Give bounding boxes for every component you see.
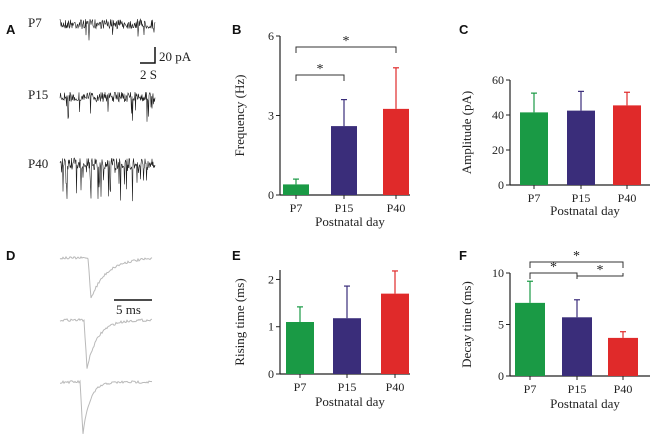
significance-star: * xyxy=(573,249,580,264)
panel-a: P7 P15 P40 20 pA 2 S xyxy=(28,15,192,202)
y-axis-title: Amplitude (pA) xyxy=(459,91,474,174)
x-tick-label-p15: P15 xyxy=(572,191,591,205)
bar-p40 xyxy=(381,293,409,374)
y-tick-label: 0 xyxy=(498,369,504,383)
y-tick-label: 5 xyxy=(498,318,504,332)
chart-rising-time: 0 1 2 P7 P15 P40 Rising time (ms) Postnatal day xyxy=(232,270,410,409)
bar-p40 xyxy=(383,108,409,195)
x-tick-label-p7: P7 xyxy=(290,201,303,215)
average-event-trace-p40 xyxy=(60,379,153,434)
x-tick-label-p7: P7 xyxy=(528,191,541,205)
bar-p40 xyxy=(608,337,638,376)
bar-p15 xyxy=(567,110,595,185)
panel-a-scale-y-label: 20 pA xyxy=(159,49,192,64)
panel-d: 5 ms xyxy=(59,255,153,434)
panel-letter-e: E xyxy=(232,248,241,263)
bar-p7 xyxy=(286,322,314,374)
trace-label-p7: P7 xyxy=(28,15,42,30)
current-trace-p40 xyxy=(59,157,156,202)
average-event-trace-p7 xyxy=(59,255,153,299)
x-tick-label-p7: P7 xyxy=(524,382,537,396)
y-tick-label: 0 xyxy=(268,188,274,202)
bar-p7 xyxy=(520,112,548,185)
panel-a-scale-bar xyxy=(140,47,156,64)
x-tick-label-p40: P40 xyxy=(618,191,637,205)
y-tick-label: 2 xyxy=(268,272,274,286)
x-axis-title: Postnatal day xyxy=(550,203,620,218)
y-tick-label: 40 xyxy=(492,108,504,122)
panel-a-scale-x-label: 2 S xyxy=(140,67,157,82)
x-tick-label-p15: P15 xyxy=(568,382,587,396)
y-tick-label: 6 xyxy=(268,29,274,43)
panel-letter-a: A xyxy=(6,22,16,37)
y-tick-label: 0 xyxy=(268,367,274,381)
x-tick-label-p40: P40 xyxy=(614,382,633,396)
chart-amplitude: 0 20 40 60 P7 P15 P40 Amplitude (pA) Postnatal d… xyxy=(459,73,650,218)
x-tick-label-p15: P15 xyxy=(335,201,354,215)
panel-letter-c: C xyxy=(459,22,469,37)
x-tick-label-p40: P40 xyxy=(386,380,405,394)
y-tick-label: 20 xyxy=(492,143,504,157)
significance-bracket xyxy=(576,273,624,277)
y-tick-label: 60 xyxy=(492,73,504,87)
bar-p15 xyxy=(562,317,592,376)
panel-letter-b: B xyxy=(232,22,241,37)
y-tick-label: 1 xyxy=(268,320,274,334)
significance-bracket xyxy=(529,261,624,268)
chart-frequency: 0 3 6 P7 P15 P40 Frequency (Hz) Postnatal day * * xyxy=(232,29,410,229)
y-axis-title: Rising time (ms) xyxy=(232,278,247,365)
y-tick-label: 0 xyxy=(498,178,504,192)
bar-p7 xyxy=(515,302,545,376)
trace-label-p15: P15 xyxy=(28,87,48,102)
x-axis-title: Postnatal day xyxy=(315,394,385,409)
significance-bracket xyxy=(295,46,397,53)
x-tick-label-p40: P40 xyxy=(387,201,406,215)
x-axis-title: Postnatal day xyxy=(550,396,620,411)
x-tick-label-p15: P15 xyxy=(338,380,357,394)
bar-p7 xyxy=(283,184,309,195)
bar-p15 xyxy=(333,318,361,374)
current-trace-p7 xyxy=(59,18,156,41)
y-axis-title: Decay time (ms) xyxy=(459,281,474,368)
panel-d-traces xyxy=(59,255,153,434)
x-axis-title: Postnatal day xyxy=(315,214,385,229)
significance-star: * xyxy=(597,263,604,278)
y-axis-title: Frequency (Hz) xyxy=(232,75,247,157)
panel-d-scale-x-label: 5 ms xyxy=(116,302,141,317)
bar-p40 xyxy=(613,105,641,185)
significance-star: * xyxy=(550,260,557,275)
chart-decay-time: 0 5 10 P7 P15 P40 Decay time (ms) Postnatal day… xyxy=(459,249,650,411)
x-tick-label-p7: P7 xyxy=(294,380,307,394)
bar-p15 xyxy=(331,126,357,195)
panel-letter-d: D xyxy=(6,248,15,263)
y-tick-label: 3 xyxy=(268,109,274,123)
panel-letter-f: F xyxy=(459,248,467,263)
average-event-trace-p15 xyxy=(59,318,153,369)
significance-bracket xyxy=(295,74,345,81)
trace-label-p40: P40 xyxy=(28,156,48,171)
current-trace-p15 xyxy=(59,91,156,122)
panel-a-traces xyxy=(59,18,156,202)
significance-star: * xyxy=(317,62,324,77)
significance-star: * xyxy=(343,34,350,49)
y-tick-label: 10 xyxy=(492,266,504,280)
